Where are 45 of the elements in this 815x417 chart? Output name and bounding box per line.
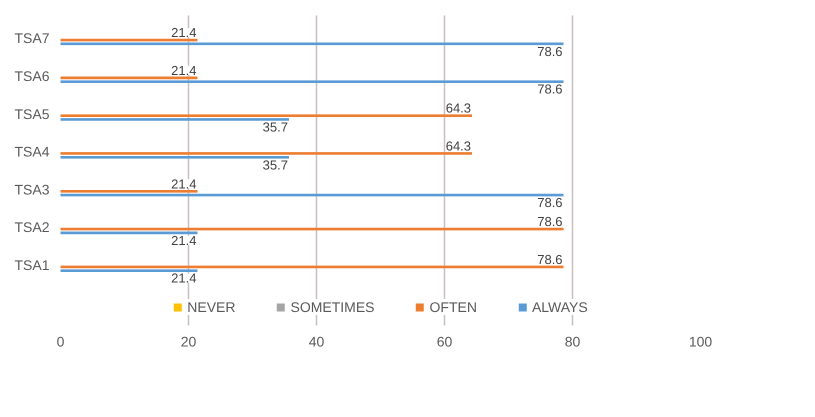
data-label: 21.4	[171, 270, 196, 286]
y-tick-label: TSA7	[14, 30, 50, 46]
bar	[60, 152, 472, 155]
legend-label: SOMETIMES	[290, 299, 375, 315]
bar	[60, 156, 289, 159]
bar	[60, 266, 564, 268]
legend-label: NEVER	[187, 299, 236, 315]
bar	[60, 76, 198, 80]
y-tick-label: TSA5	[14, 106, 50, 122]
bar	[60, 228, 564, 230]
data-label: 64.3	[446, 100, 472, 116]
data-label: 21.4	[171, 25, 196, 40]
data-label: 35.7	[262, 119, 288, 134]
legend-label: ALWAYS	[532, 299, 588, 315]
bar	[60, 194, 564, 196]
data-label: 35.7	[262, 157, 288, 172]
x-tick-label: 100	[688, 334, 712, 350]
bar	[60, 118, 289, 121]
legend-label: OFTEN	[430, 299, 477, 315]
data-label: 21.4	[171, 62, 196, 78]
y-tick-label: TSA6	[14, 68, 50, 84]
data-label: 78.6	[537, 195, 563, 210]
bar	[60, 38, 198, 42]
bar	[60, 190, 198, 193]
data-label: 21.4	[171, 176, 196, 192]
y-tick-label: TSA4	[14, 144, 50, 160]
x-tick-label: 0	[56, 334, 65, 350]
data-label: 78.6	[537, 82, 563, 97]
data-label: 64.3	[446, 138, 472, 154]
data-label: 78.6	[537, 214, 563, 230]
y-tick-label: TSA2	[14, 219, 50, 236]
bar	[60, 269, 198, 272]
x-tick-label: 40	[308, 334, 324, 350]
bar	[60, 80, 564, 83]
y-tick-label: TSA1	[14, 257, 50, 274]
bar	[60, 114, 472, 118]
x-tick-label: 60	[436, 334, 452, 350]
x-tick-label: 80	[564, 334, 580, 350]
bar	[60, 42, 564, 46]
bar	[60, 232, 198, 234]
data-label: 21.4	[171, 232, 196, 248]
data-label: 78.6	[537, 252, 563, 267]
data-label: 78.6	[537, 44, 563, 59]
y-tick-label: TSA3	[14, 181, 50, 198]
x-tick-label: 20	[180, 334, 196, 350]
